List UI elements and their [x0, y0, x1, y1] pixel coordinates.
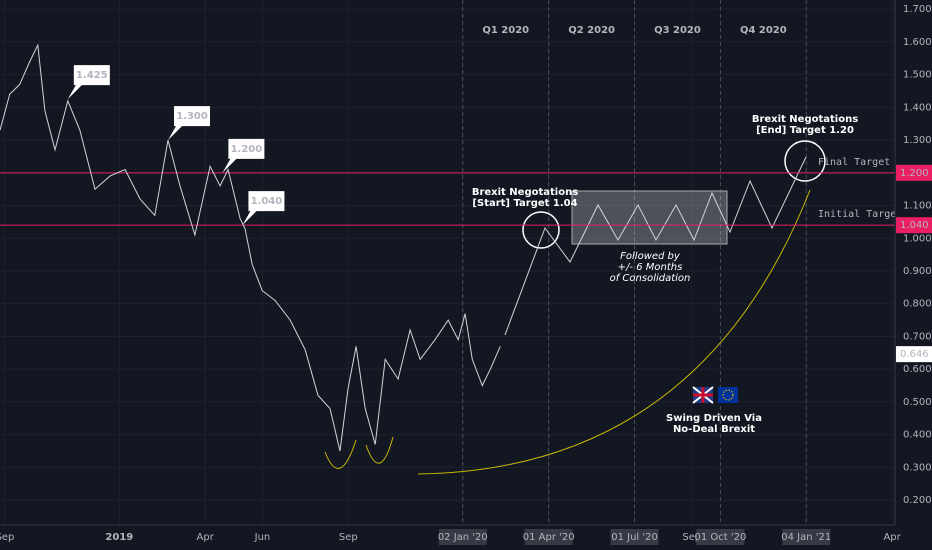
callout-box — [168, 106, 211, 141]
note-start: Brexit Negotations — [472, 187, 578, 198]
note-swing: No-Deal Brexit — [673, 424, 755, 435]
callout-box — [67, 65, 110, 100]
target-name: Initial Target — [818, 209, 902, 220]
callout-label: 1.040 — [251, 196, 283, 207]
quarter-label: Q2 2020 — [568, 25, 615, 36]
y-tick-label: 0.800 — [903, 299, 932, 310]
y-tick-label: 0.500 — [903, 397, 932, 408]
x-tick-label: Apr — [883, 532, 901, 543]
y-tick-label: 0.300 — [903, 462, 932, 473]
note-consolidation: +/- 6 Months — [618, 262, 683, 273]
eu-stars — [722, 389, 734, 401]
swing-curve — [417, 189, 811, 475]
date-marker-label: 02 Jan '20 — [438, 532, 488, 543]
note-end: Brexit Negotations — [752, 114, 858, 125]
date-marker-label: 01 Apr '20 — [523, 532, 575, 543]
y-tick-label: 1.100 — [903, 201, 932, 212]
last-price-box — [896, 346, 932, 363]
x-tick-label: 2019 — [105, 532, 133, 543]
target-price-label: 1.040 — [900, 220, 929, 231]
y-tick-label: 0.400 — [903, 430, 932, 441]
end-circle — [784, 140, 826, 182]
bottom-curve — [324, 439, 357, 469]
bottom-curve — [365, 436, 394, 464]
date-marker-box — [610, 529, 659, 545]
note-swing: Swing Driven Via — [666, 413, 762, 424]
y-axis-panel — [895, 0, 932, 550]
eu-flag — [718, 387, 738, 403]
drawings: Brexit Negotations[Start] Target 1.04Fol… — [324, 114, 858, 475]
note-start: [Start] Target 1.04 — [472, 198, 577, 209]
x-tick-label: Sep — [682, 532, 701, 543]
target-price-box — [896, 164, 932, 181]
date-marker-label: 04 Jan '21 — [781, 532, 831, 543]
callout-label: 1.425 — [76, 70, 108, 81]
callout-box — [222, 138, 265, 173]
x-tick-label: Sep — [339, 532, 358, 543]
date-marker-box — [782, 529, 831, 545]
target-price-box — [896, 217, 932, 234]
quarter-label: Q4 2020 — [740, 25, 787, 36]
date-marker-box — [696, 529, 745, 545]
y-tick-label: 1.700 — [903, 4, 932, 15]
callout-box — [242, 191, 285, 226]
x-tick-label: Apr — [197, 532, 215, 543]
date-marker-label: 01 Jul '20 — [611, 532, 658, 543]
marks: Final Target Initial Target 1.425 1.300 1.20… — [0, 43, 902, 452]
date-marker-label: 01 Oct '20 — [694, 532, 746, 543]
x-tick-label: Sep — [0, 532, 14, 543]
target-price-label: 1.200 — [900, 168, 929, 179]
y-tick-label: 0.200 — [903, 495, 932, 506]
y-tick-label: 0.900 — [903, 266, 932, 277]
quarter-label: Q3 2020 — [654, 25, 701, 36]
price-line — [0, 43, 501, 452]
quarter-label: Q1 2020 — [482, 25, 529, 36]
y-tick-label: 0.700 — [903, 331, 932, 342]
axes: 0.200 0.300 0.400 0.500 0.600 0.700 0.800 0.900… — [0, 4, 932, 545]
flags — [692, 386, 738, 404]
path-arrows — [504, 156, 807, 336]
start-circle — [522, 211, 560, 249]
target-name: Final Target — [818, 157, 890, 168]
uk-flag-cross — [693, 387, 713, 403]
date-marker-box — [524, 529, 573, 545]
y-tick-label: 1.500 — [903, 70, 932, 81]
note-consolidation: Followed by — [620, 251, 681, 262]
y-tick-label: 1.400 — [903, 102, 932, 113]
y-tick-label: 1.000 — [903, 233, 932, 244]
y-tick-label: 1.300 — [903, 135, 932, 146]
x-tick-label: Jun — [254, 532, 271, 543]
note-consolidation: of Consolidation — [610, 273, 691, 284]
date-marker-box — [438, 529, 487, 545]
callout-label: 1.300 — [176, 111, 208, 122]
callout-label: 1.200 — [231, 144, 263, 155]
note-end: [End] Target 1.20 — [756, 125, 854, 136]
y-tick-label: 1.600 — [903, 37, 932, 48]
last-price-label: 0.646 — [900, 349, 929, 360]
consolidation-box — [571, 190, 728, 245]
y-tick-label: 0.600 — [903, 364, 932, 375]
